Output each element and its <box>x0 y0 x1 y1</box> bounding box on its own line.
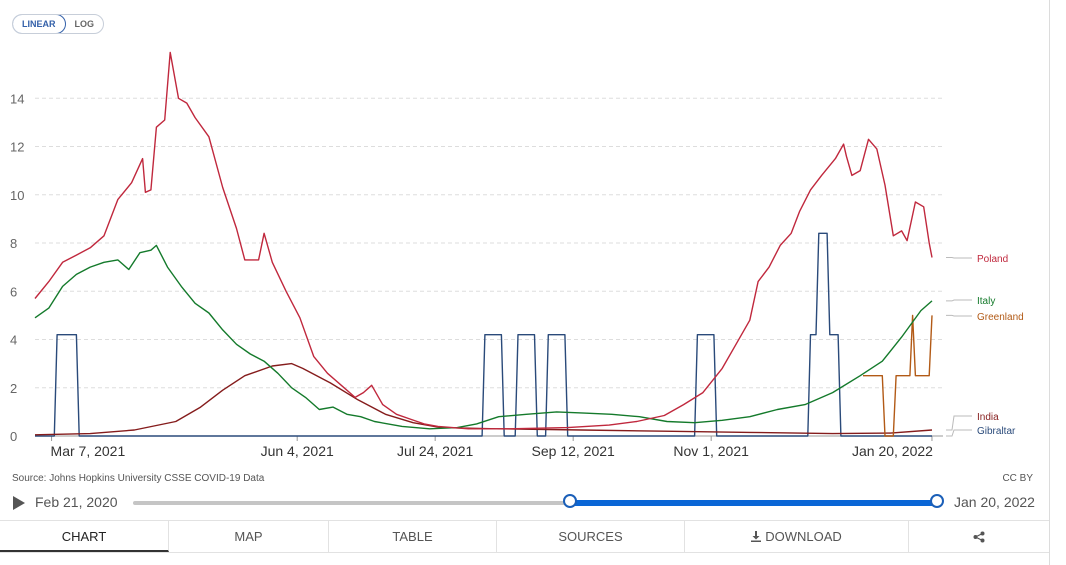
tab-sources[interactable]: SOURCES <box>497 521 685 552</box>
y-tick-label: 6 <box>10 284 17 299</box>
y-tick-label: 2 <box>10 381 17 396</box>
y-tick-label: 12 <box>10 140 24 155</box>
timeline-end-label: Jan 20, 2022 <box>954 494 1035 510</box>
tab-download[interactable]: DOWNLOAD <box>685 521 909 552</box>
x-tick-label: Mar 7, 2021 <box>51 443 126 459</box>
series-line-italy <box>34 244 933 430</box>
chart-grid: 0 2 4 6 8 10 12 14 <box>10 91 943 444</box>
play-icon[interactable] <box>13 496 25 510</box>
legend-label-italy: Italy <box>977 296 995 307</box>
tab-chart[interactable]: CHART <box>0 521 169 552</box>
legend-connector <box>946 314 972 317</box>
tab-label: SOURCES <box>558 529 623 544</box>
x-axis: Mar 7, 2021 Jun 4, 2021 Jul 24, 2021 Sep 12… <box>51 436 933 459</box>
series-line-india <box>34 362 933 436</box>
timeline-start-label: Feb 21, 2020 <box>35 494 118 510</box>
legend-connector <box>946 415 972 431</box>
legend-connector <box>946 429 972 437</box>
tab-bar: CHART MAP TABLE SOURCES DOWNLOAD <box>0 520 1049 553</box>
line-chart: 0 2 4 6 8 10 12 14 Mar 7, 2021 Jun 4, 2021 Jul 24… <box>10 51 1024 459</box>
y-tick-label: 10 <box>10 188 24 203</box>
series-line-greenland <box>863 314 933 437</box>
chart-legend: Poland Italy Greenland India Gibraltar <box>946 254 1024 437</box>
legend-connector <box>946 257 972 259</box>
timeline-selected-range <box>570 500 937 506</box>
chart-series <box>34 51 933 437</box>
x-tick-label: Nov 1, 2021 <box>673 443 749 459</box>
y-tick-label: 8 <box>10 236 17 251</box>
legend-label-gibraltar: Gibraltar <box>977 426 1016 437</box>
tab-label: TABLE <box>392 529 433 544</box>
linear-scale-button[interactable]: LINEAR <box>13 15 66 33</box>
timeline: Feb 21, 2020 Jan 20, 2022 <box>0 488 1049 518</box>
legend-connector <box>946 299 972 302</box>
series-line-gibraltar <box>35 232 932 437</box>
timeline-track[interactable] <box>133 501 938 505</box>
legend-label-poland: Poland <box>977 254 1008 265</box>
download-icon <box>751 531 762 542</box>
timeline-start-handle[interactable] <box>563 494 577 508</box>
legend-label-greenland: Greenland <box>977 312 1024 323</box>
share-icon <box>973 531 985 543</box>
timeline-end-handle[interactable] <box>930 494 944 508</box>
series-line-poland <box>34 51 933 430</box>
legend-label-india: India <box>977 412 999 423</box>
y-tick-label: 0 <box>10 429 17 444</box>
tab-label: DOWNLOAD <box>765 529 842 544</box>
log-scale-button[interactable]: LOG <box>74 19 95 29</box>
tab-label: CHART <box>61 529 107 544</box>
y-tick-label: 4 <box>10 333 17 348</box>
x-tick-label: Jun 4, 2021 <box>261 443 334 459</box>
tab-map[interactable]: MAP <box>169 521 329 552</box>
tab-table[interactable]: TABLE <box>329 521 497 552</box>
x-tick-label: Jan 20, 2022 <box>852 443 933 459</box>
tab-share[interactable] <box>909 521 1049 552</box>
x-tick-label: Sep 12, 2021 <box>532 443 616 459</box>
tab-label: MAP <box>234 529 263 544</box>
scale-toggle: LINEAR LOG <box>12 14 104 34</box>
source-note[interactable]: Source: Johns Hopkins University CSSE CO… <box>12 473 265 484</box>
license-link[interactable]: CC BY <box>1002 473 1033 484</box>
x-tick-label: Jul 24, 2021 <box>397 443 473 459</box>
y-tick-label: 14 <box>10 91 24 106</box>
